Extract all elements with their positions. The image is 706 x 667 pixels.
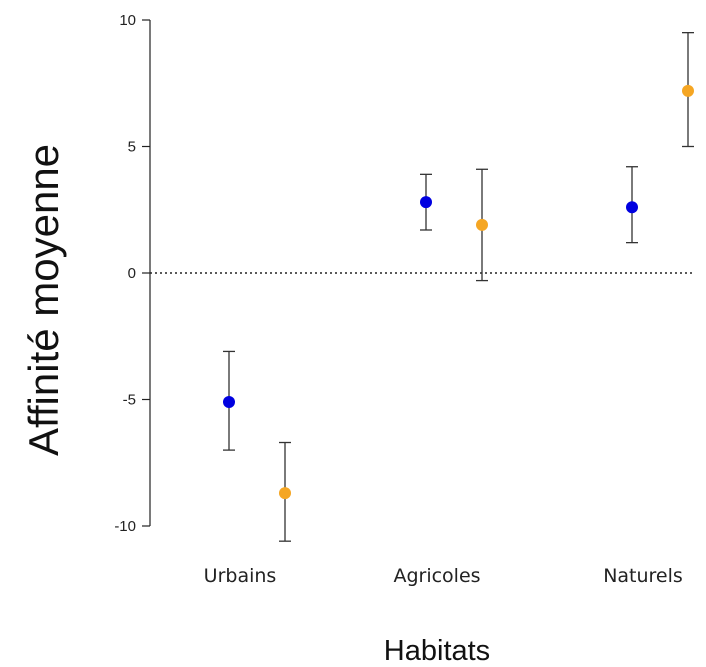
y-tick-label: 0 [128,265,136,282]
y-axis-title: Affinité moyenne [20,144,67,456]
y-tick-label: -5 [123,392,136,409]
data-point [420,196,432,209]
data-point [476,218,488,231]
x-axis-title: Habitats [384,635,490,667]
y-tick-label: -10 [114,518,136,535]
data-point [279,487,291,500]
y-tick-label: 10 [119,12,136,29]
x-category-label: Agricoles [393,565,480,587]
data-point [223,396,235,409]
data-point [682,84,694,97]
x-category-label: Urbains [204,565,277,587]
y-tick-label: 5 [128,139,136,156]
x-category-label: Naturels [603,565,683,587]
data-point [626,201,638,214]
